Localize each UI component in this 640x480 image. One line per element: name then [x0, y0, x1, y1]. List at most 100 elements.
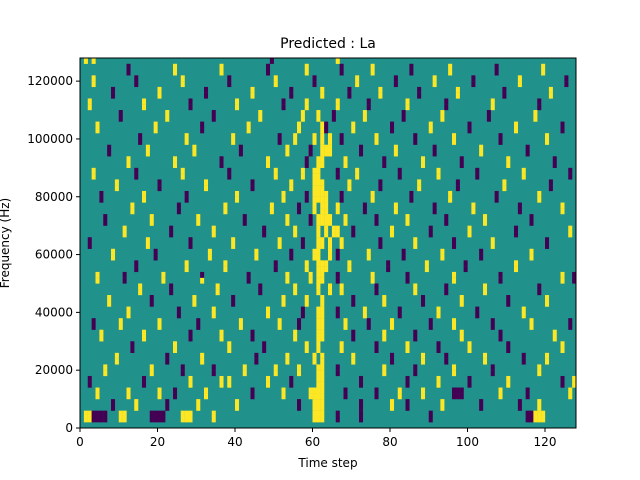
heatmap-cell — [324, 121, 329, 128]
heatmap-cell — [339, 133, 344, 140]
heatmap-cell — [231, 243, 236, 249]
heatmap-cell — [483, 358, 488, 365]
heatmap-cell — [173, 347, 178, 353]
heatmap-cell — [316, 306, 321, 313]
heatmap-cell — [277, 243, 282, 249]
heatmap-cell — [103, 410, 108, 417]
heatmap-cell — [242, 219, 247, 226]
heatmap-cell — [331, 110, 336, 116]
heatmap-cell — [521, 358, 526, 365]
heatmap-cell — [87, 381, 92, 388]
heatmap-cell — [161, 271, 166, 278]
heatmap-cell — [413, 329, 418, 336]
heatmap-cell — [142, 335, 147, 342]
heatmap-cell — [91, 318, 96, 325]
heatmap-cell — [370, 271, 375, 278]
heatmap-cell — [95, 121, 100, 128]
heatmap-cell — [444, 104, 449, 111]
heatmap-cell — [444, 352, 449, 359]
heatmap-cell — [479, 399, 484, 406]
heatmap-cell — [405, 214, 410, 221]
heatmap-cell — [328, 283, 333, 290]
heatmap-cell — [436, 312, 441, 319]
heatmap-cell — [502, 179, 507, 186]
heatmap-cell — [560, 121, 565, 128]
heatmap-cell — [471, 75, 476, 82]
heatmap-cell — [277, 138, 282, 145]
heatmap-cell — [401, 110, 406, 116]
heatmap-cell — [176, 312, 181, 319]
heatmap-cell — [448, 69, 453, 76]
heatmap-cell — [560, 347, 565, 353]
heatmap-cell — [529, 318, 534, 325]
heatmap-cell — [192, 150, 197, 157]
heatmap-cell — [560, 381, 565, 388]
heatmap-cell — [390, 404, 395, 411]
heatmap-cell — [99, 335, 104, 342]
heatmap-cell — [269, 58, 274, 64]
heatmap-cell — [343, 156, 348, 163]
heatmap-cell — [130, 347, 135, 353]
heatmap-cell — [428, 127, 433, 134]
heatmap-cell — [320, 329, 325, 336]
heatmap-cell — [118, 110, 123, 116]
heatmap-cell — [145, 150, 150, 157]
heatmap-cell — [316, 393, 321, 400]
heatmap-cell — [397, 306, 402, 313]
heatmap-cell — [471, 81, 476, 88]
heatmap-cell — [149, 295, 154, 301]
heatmap-cell — [111, 404, 116, 411]
heatmap-cell — [405, 347, 410, 353]
x-tick-label: 80 — [382, 435, 397, 449]
heatmap-cell — [312, 179, 317, 186]
heatmap-cell — [428, 225, 433, 232]
heatmap-cell — [537, 104, 542, 111]
heatmap-cell — [335, 248, 340, 255]
heatmap-cell — [405, 277, 410, 284]
heatmap-cell — [200, 271, 205, 278]
heatmap-cell — [405, 399, 410, 406]
heatmap-cell — [320, 404, 325, 411]
heatmap-cell — [514, 260, 519, 267]
heatmap-cell — [382, 156, 387, 163]
heatmap-cell — [572, 271, 577, 278]
heatmap-cell — [328, 289, 333, 296]
heatmap-cell — [440, 248, 445, 255]
heatmap-cell — [235, 190, 240, 197]
heatmap-cell — [343, 323, 348, 330]
heatmap-cell — [308, 277, 313, 284]
heatmap-cell — [238, 144, 243, 151]
heatmap-cell — [200, 352, 205, 359]
heatmap-cell — [393, 81, 398, 88]
heatmap-cell — [250, 329, 255, 336]
heatmap-cell — [494, 196, 499, 203]
heatmap-cell — [285, 352, 290, 359]
heatmap-cell — [436, 173, 441, 180]
heatmap-cell — [498, 335, 503, 342]
heatmap-cell — [335, 416, 340, 423]
heatmap-cell — [200, 277, 205, 284]
heatmap-cell — [552, 335, 557, 342]
heatmap-cell — [211, 364, 216, 371]
heatmap-cell — [502, 86, 507, 93]
heatmap-cell — [180, 81, 185, 88]
heatmap-cell — [149, 214, 154, 221]
heatmap-cell — [335, 225, 340, 232]
heatmap-cell — [169, 225, 174, 232]
heatmap-cell — [413, 138, 418, 145]
heatmap-cell — [359, 150, 364, 157]
heatmap-cell — [517, 81, 522, 88]
heatmap-cell — [421, 387, 426, 394]
heatmap-cell — [297, 127, 302, 134]
heatmap-cell — [304, 341, 309, 348]
heatmap-cell — [153, 254, 158, 261]
heatmap-cell — [362, 312, 367, 319]
heatmap-cell — [517, 404, 522, 411]
heatmap-cell — [537, 404, 542, 411]
heatmap-cell — [157, 323, 162, 330]
heatmap-cell — [316, 185, 321, 192]
heatmap-cell — [103, 214, 108, 221]
heatmap-cell — [320, 92, 325, 99]
heatmap-cell — [103, 364, 108, 371]
heatmap-cell — [351, 335, 356, 342]
